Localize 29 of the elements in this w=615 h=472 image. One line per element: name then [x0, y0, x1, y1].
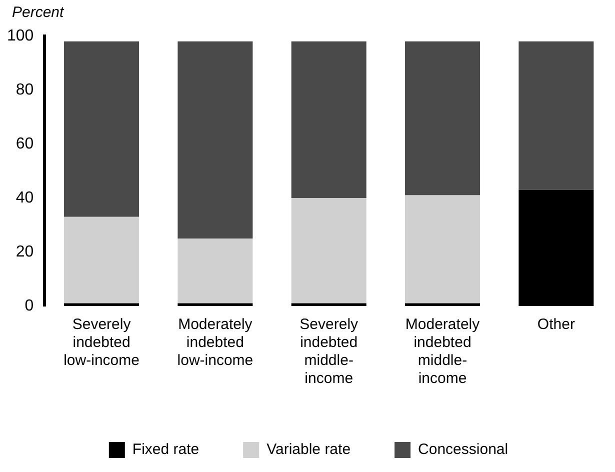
- bar: [291, 198, 366, 304]
- x-tick-label: Moderately indebted middle-income: [405, 316, 480, 388]
- legend-label: Concessional: [418, 441, 508, 458]
- y-tick-label: 60: [16, 135, 34, 152]
- bar: [64, 216, 140, 304]
- bar: [518, 190, 594, 306]
- y-tick-label: 0: [24, 297, 34, 314]
- bar: [64, 41, 140, 217]
- y-tick-label: 20: [16, 243, 34, 260]
- y-tick-label: 40: [16, 189, 34, 206]
- bar: [405, 303, 480, 306]
- x-tick-label: Severely indebted low-income: [64, 316, 140, 370]
- legend-label: Variable rate: [266, 441, 351, 458]
- y-axis-title: Percent: [12, 4, 64, 21]
- x-tick-label: Other: [537, 316, 575, 334]
- x-tick-label: Severely indebted middle-income: [300, 316, 359, 388]
- bar: [64, 303, 140, 306]
- bar: [291, 41, 366, 198]
- legend-label: Fixed rate: [132, 441, 200, 458]
- bar: [291, 303, 366, 306]
- bar: [178, 238, 253, 304]
- bar: [178, 41, 253, 238]
- bar: [405, 41, 480, 196]
- bar: [518, 41, 594, 190]
- bar: [405, 195, 480, 304]
- bar: [178, 303, 253, 306]
- y-tick-label: 100: [6, 27, 34, 44]
- x-tick-label: Moderately indebted low-income: [177, 316, 254, 370]
- y-tick-label: 80: [16, 81, 34, 98]
